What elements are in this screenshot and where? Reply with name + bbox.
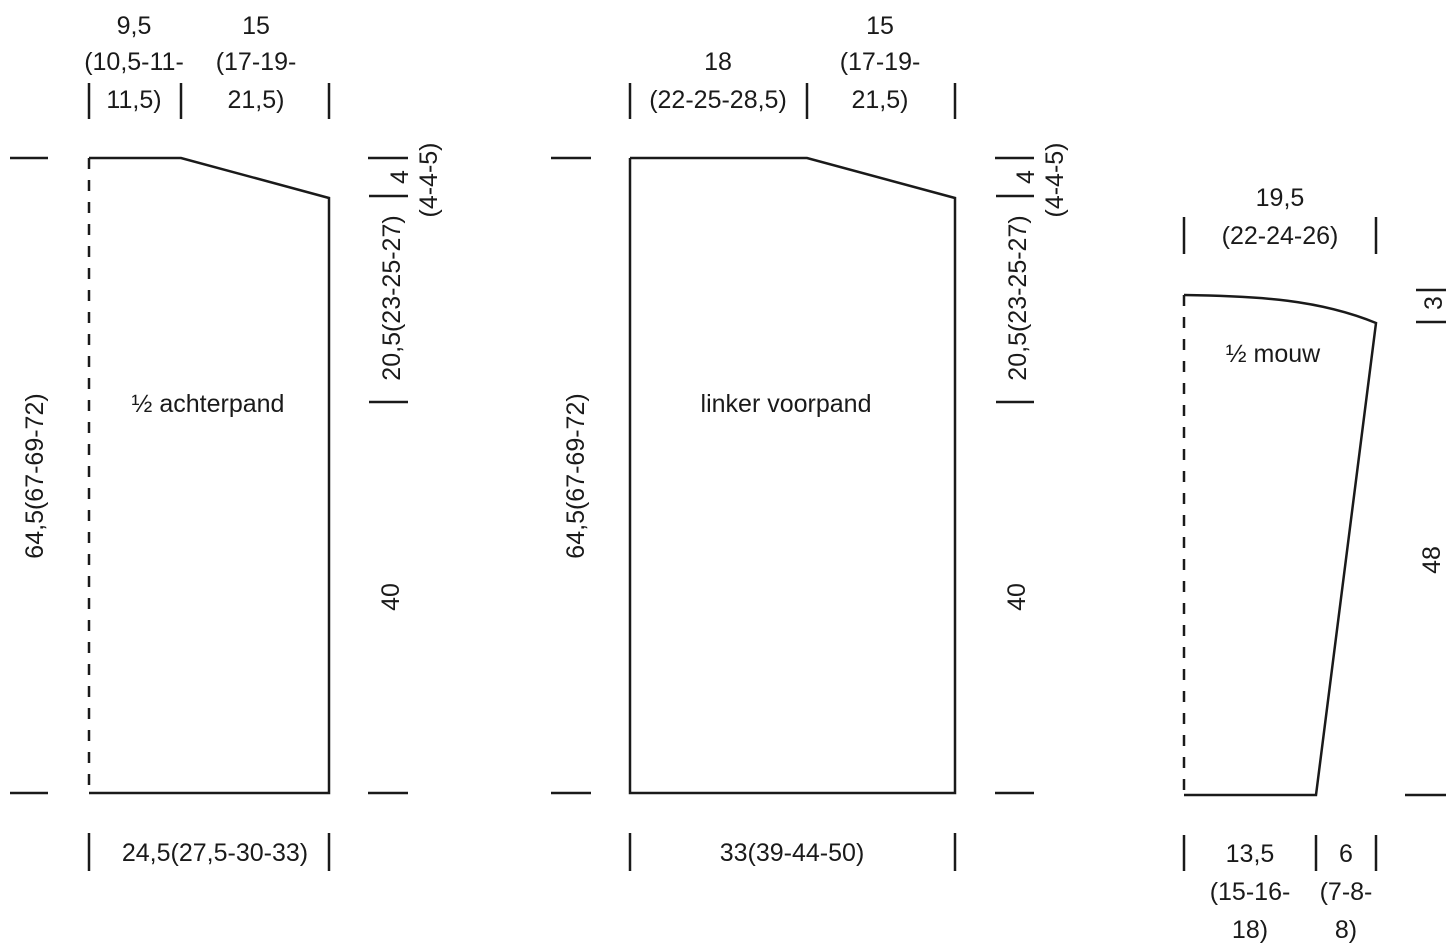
- sleeve-cap-height: 3: [1420, 296, 1448, 310]
- sleeve-cuff-width-line-1: 13,5: [1226, 840, 1275, 868]
- sleeve-piece: 19,5 (22-24-26) 3 48 13,5 (15-16- 18) 6 …: [1182, 184, 1448, 944]
- front-neck-width-line-1: 18: [704, 48, 732, 76]
- sleeve-outline: [1183, 293, 1378, 797]
- sleeve-increase-width-line-3: 8): [1335, 916, 1357, 944]
- front-shoulder-slope-line-2: (4-4-5): [1041, 142, 1069, 217]
- sleeve-increase-width-line-1: 6: [1339, 840, 1353, 868]
- sleeve-top-width-line-2: (22-24-26): [1222, 222, 1339, 250]
- back-neck-width-line-3: 11,5): [106, 86, 161, 114]
- front-width: 33(39-44-50): [720, 839, 865, 867]
- back-shoulder-width-line-3: 21,5): [228, 86, 285, 114]
- front-armhole-height: 20,5(23-25-27): [1004, 215, 1032, 380]
- sleeve-length: 48: [1418, 546, 1446, 574]
- back-side-height: 40: [377, 583, 405, 611]
- back-total-height: 64,5(67-69-72): [21, 393, 49, 558]
- front-neck-width-line-2: (22-25-28,5): [649, 86, 787, 114]
- sleeve-top-width-line-1: 19,5: [1256, 184, 1305, 212]
- back-width: 24,5(27,5-30-33): [122, 839, 308, 867]
- sleeve-cuff-width-line-3: 18): [1232, 916, 1268, 944]
- back-piece-label: ½ achterpand: [132, 390, 285, 418]
- back-shoulder-width-line-1: 15: [242, 12, 270, 40]
- back-shoulder-slope-line-2: (4-4-5): [415, 142, 443, 217]
- front-total-height: 64,5(67-69-72): [562, 393, 590, 558]
- front-side-height: 40: [1003, 583, 1031, 611]
- sleeve-piece-label: ½ mouw: [1226, 340, 1321, 368]
- front-outline: [628, 156, 957, 795]
- back-outline: [89, 156, 331, 795]
- back-piece: 9,5 (10,5-11- 11,5) 15 (17-19- 21,5) 64,…: [10, 12, 443, 871]
- back-neck-width-line-1: 9,5: [117, 12, 152, 40]
- front-shoulder-slope-line-1: 4: [1012, 170, 1040, 184]
- front-piece: 18 (22-25-28,5) 15 (17-19- 21,5) 64,5(67…: [551, 12, 1069, 871]
- front-shoulder-width-line-3: 21,5): [852, 86, 909, 114]
- back-neck-width-line-2: (10,5-11-: [84, 48, 184, 76]
- front-shoulder-width-line-1: 15: [866, 12, 894, 40]
- front-piece-label: linker voorpand: [701, 390, 872, 418]
- back-shoulder-slope-line-1: 4: [386, 170, 414, 184]
- sleeve-cuff-width-line-2: (15-16-: [1210, 878, 1291, 906]
- front-shoulder-width-line-2: (17-19-: [840, 48, 921, 76]
- back-armhole-height: 20,5(23-25-27): [378, 215, 406, 380]
- sleeve-increase-width-line-2: (7-8-: [1320, 878, 1373, 906]
- back-shoulder-width-line-2: (17-19-: [216, 48, 297, 76]
